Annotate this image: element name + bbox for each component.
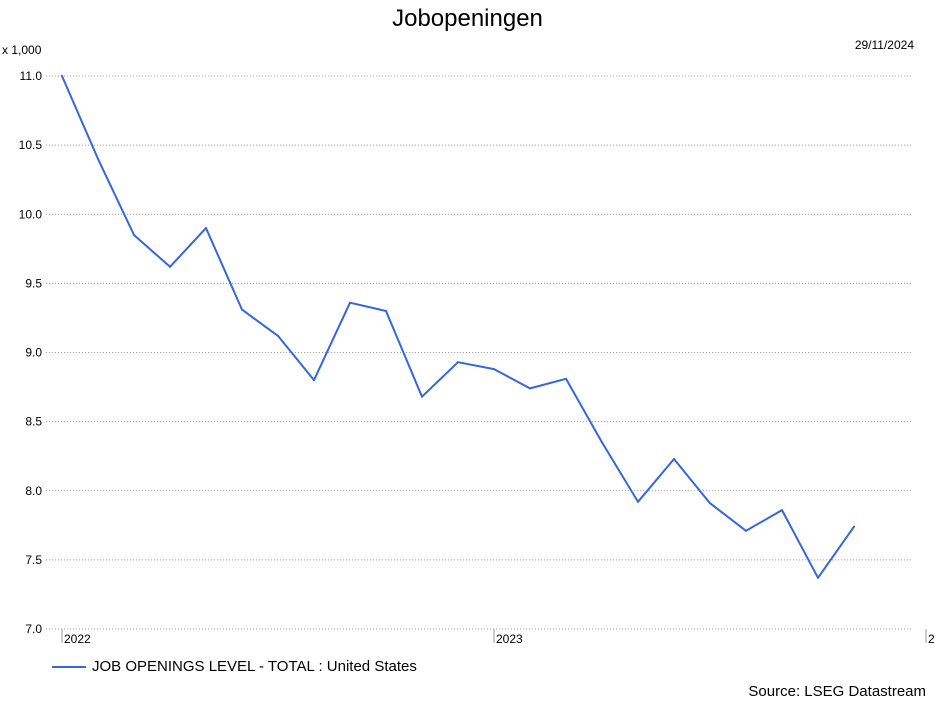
data-point-17	[673, 457, 675, 460]
data-point-21	[817, 576, 819, 579]
y-tick-label: 10.0	[19, 207, 43, 221]
data-point-7	[313, 379, 315, 382]
data-point-6	[277, 334, 279, 337]
data-point-20	[781, 509, 783, 512]
y-tick-label: 11.0	[20, 69, 43, 83]
x-tick-label: 2022	[64, 632, 91, 646]
legend-label: JOB OPENINGS LEVEL - TOTAL : United Stat…	[92, 658, 417, 675]
data-point-19	[745, 529, 747, 532]
legend: JOB OPENINGS LEVEL - TOTAL : United Stat…	[52, 658, 417, 675]
chart-date: 29/11/2024	[854, 38, 914, 52]
data-point-4	[205, 227, 207, 230]
y-unit-label: x 1,000	[2, 43, 42, 57]
y-tick-label: 10.5	[19, 138, 43, 152]
y-tick-label: 7.0	[25, 622, 42, 636]
data-point-22	[853, 525, 855, 528]
data-point-16	[637, 500, 639, 503]
data-point-14	[565, 377, 567, 380]
data-point-18	[709, 502, 711, 505]
data-point-9	[385, 310, 387, 313]
data-point-13	[529, 387, 531, 390]
y-tick-label: 9.0	[25, 346, 42, 360]
data-point-1	[97, 157, 99, 160]
data-point-11	[457, 361, 459, 364]
data-point-12	[493, 368, 495, 371]
y-tick-label: 7.5	[25, 553, 42, 567]
data-point-2	[133, 233, 135, 236]
y-tick-label: 8.0	[25, 484, 42, 498]
y-tick-label: 8.5	[25, 415, 42, 429]
source-label: Source: LSEG Datastream	[748, 683, 926, 700]
data-point-10	[421, 395, 423, 398]
data-point-5	[241, 308, 243, 311]
chart-title: Jobopeningen	[392, 5, 543, 32]
y-tick-label: 9.5	[25, 276, 42, 290]
x-tick-label: 2023	[496, 632, 523, 646]
series-line-0	[61, 75, 855, 579]
legend-swatch	[52, 665, 86, 668]
data-point-0	[61, 75, 63, 77]
data-point-15	[601, 441, 603, 444]
data-point-8	[349, 301, 351, 304]
x-tick-label: 2024	[928, 632, 935, 646]
data-point-3	[169, 265, 171, 268]
